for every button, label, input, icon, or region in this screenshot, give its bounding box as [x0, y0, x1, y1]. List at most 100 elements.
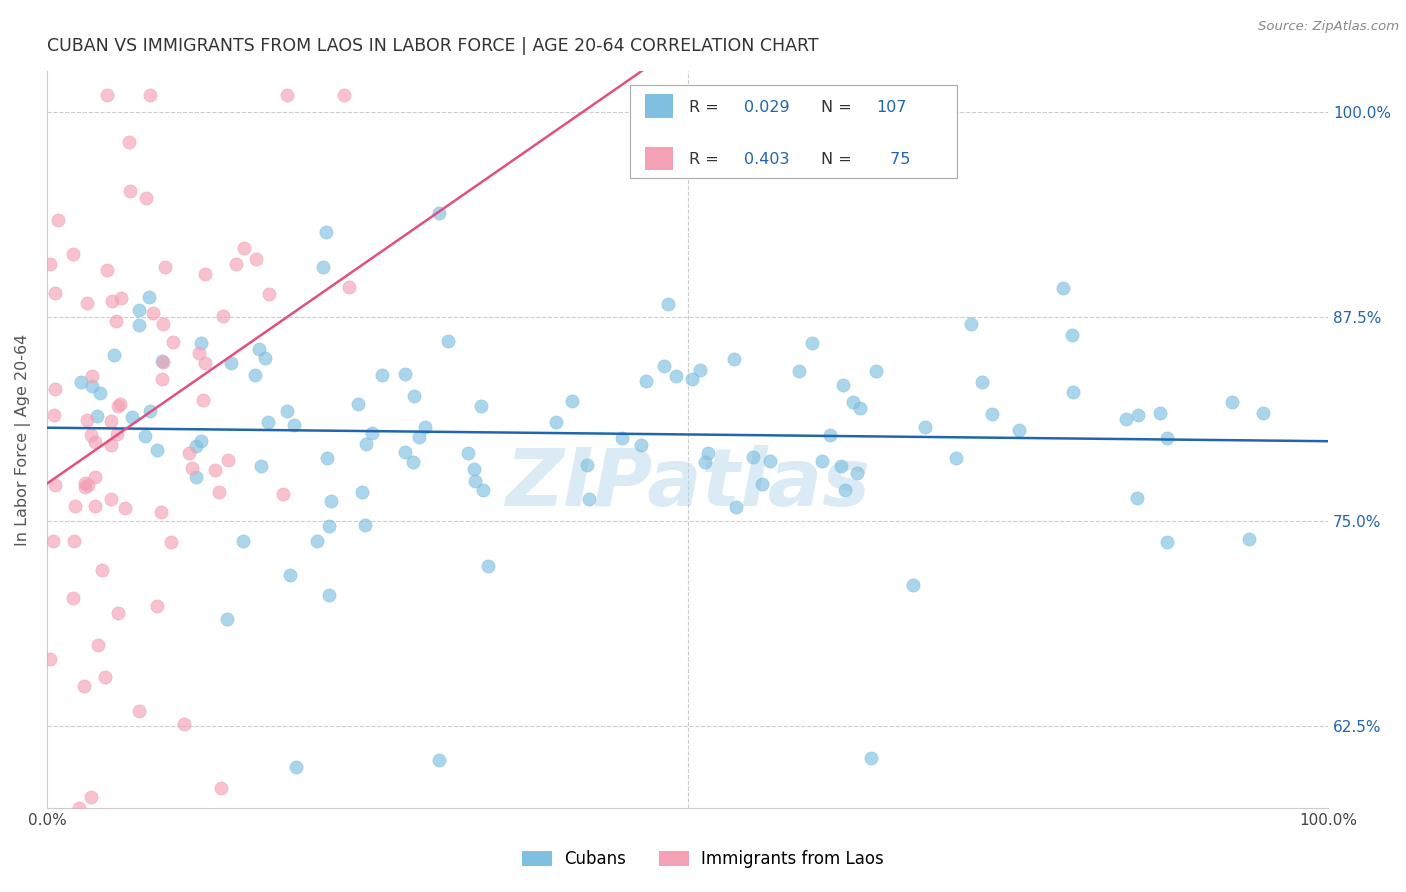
- Point: [84, 469, 107, 483]
- Text: Source: ZipAtlas.com: Source: ZipAtlas.com: [1258, 20, 1399, 33]
- Point: [970, 375, 993, 389]
- Point: [283, 417, 305, 432]
- Point: [100, 414, 122, 428]
- Point: [38, 652, 60, 666]
- Point: [173, 716, 195, 731]
- Point: [681, 372, 703, 386]
- Point: [232, 241, 254, 255]
- Point: [190, 335, 212, 350]
- Point: [315, 225, 337, 239]
- Point: [184, 439, 207, 453]
- Point: [1060, 328, 1083, 343]
- Point: [578, 491, 600, 506]
- Point: [652, 359, 675, 373]
- Text: CUBAN VS IMMIGRANTS FROM LAOS IN LABOR FORCE | AGE 20-64 CORRELATION CHART: CUBAN VS IMMIGRANTS FROM LAOS IN LABOR F…: [46, 37, 818, 55]
- Point: [105, 427, 128, 442]
- Point: [152, 355, 174, 369]
- Point: [254, 351, 277, 366]
- Point: [561, 394, 583, 409]
- Point: [742, 450, 765, 464]
- Point: [96, 263, 118, 277]
- Text: 0.029: 0.029: [744, 100, 790, 115]
- Point: [93, 670, 115, 684]
- Point: [76, 296, 98, 310]
- Point: [695, 455, 717, 469]
- Point: [1156, 535, 1178, 549]
- Point: [219, 356, 242, 370]
- Text: 0.403: 0.403: [744, 153, 789, 167]
- Point: [634, 374, 657, 388]
- Point: [89, 385, 111, 400]
- Point: [128, 318, 150, 333]
- Point: [914, 420, 936, 434]
- Point: [353, 517, 375, 532]
- Point: [87, 639, 110, 653]
- Legend: Cubans, Immigrants from Laos: Cubans, Immigrants from Laos: [516, 844, 890, 875]
- Point: [361, 425, 384, 440]
- Point: [80, 790, 103, 805]
- Text: R =: R =: [689, 100, 724, 115]
- Point: [276, 88, 298, 103]
- Point: [38, 257, 60, 271]
- Point: [179, 446, 201, 460]
- Point: [191, 393, 214, 408]
- Point: [960, 318, 983, 332]
- Point: [44, 382, 66, 396]
- Point: [404, 389, 426, 403]
- Point: [315, 451, 337, 466]
- Point: [1008, 423, 1031, 437]
- Point: [402, 455, 425, 469]
- Text: N =: N =: [821, 153, 856, 167]
- Point: [307, 534, 329, 549]
- Point: [217, 611, 239, 625]
- Point: [810, 454, 832, 468]
- Point: [257, 286, 280, 301]
- Point: [128, 704, 150, 718]
- Point: [232, 534, 254, 549]
- Point: [759, 454, 782, 468]
- Point: [107, 399, 129, 413]
- Point: [101, 293, 124, 308]
- Point: [356, 437, 378, 451]
- Point: [1126, 408, 1149, 422]
- Point: [657, 297, 679, 311]
- Point: [257, 415, 280, 429]
- Point: [1062, 384, 1084, 399]
- Point: [44, 409, 66, 423]
- Point: [830, 459, 852, 474]
- Point: [630, 438, 652, 452]
- Point: [107, 606, 129, 620]
- Point: [1149, 406, 1171, 420]
- Point: [337, 280, 360, 294]
- Point: [350, 484, 373, 499]
- Point: [945, 450, 967, 465]
- Point: [187, 346, 209, 360]
- Point: [284, 760, 307, 774]
- Point: [146, 599, 169, 614]
- Point: [818, 427, 841, 442]
- Point: [217, 453, 239, 467]
- Point: [463, 462, 485, 476]
- Point: [1052, 281, 1074, 295]
- Point: [276, 404, 298, 418]
- Point: [160, 534, 183, 549]
- Point: [471, 483, 494, 498]
- Point: [96, 88, 118, 103]
- Point: [190, 434, 212, 449]
- Point: [724, 500, 747, 515]
- Point: [84, 499, 107, 513]
- Point: [150, 505, 173, 519]
- Point: [436, 334, 458, 349]
- Text: N =: N =: [821, 100, 856, 115]
- Point: [250, 458, 273, 473]
- Point: [834, 483, 856, 498]
- Point: [76, 413, 98, 427]
- Point: [394, 445, 416, 459]
- Point: [181, 461, 204, 475]
- Point: [128, 303, 150, 318]
- Point: [139, 88, 162, 103]
- Point: [152, 317, 174, 331]
- Point: [63, 533, 86, 548]
- Point: [860, 750, 883, 764]
- Point: [394, 367, 416, 381]
